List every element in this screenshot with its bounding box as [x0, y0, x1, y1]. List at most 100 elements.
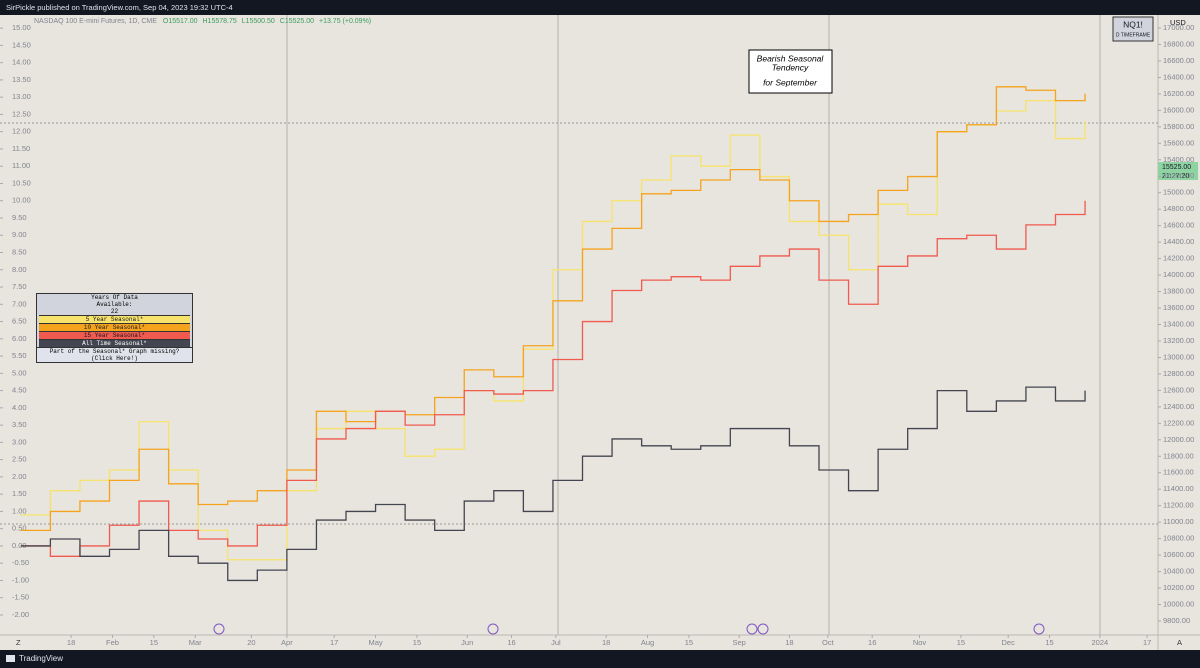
annotation: for September: [763, 77, 818, 87]
annotation: Tendency: [772, 62, 809, 72]
y-tick-label: 12.50: [12, 109, 31, 118]
corner-label: Z: [16, 638, 21, 647]
y-tick-label: -2.00: [12, 610, 29, 619]
x-tick-label: Apr: [281, 638, 293, 647]
y-tick-label: 0.00: [12, 541, 27, 550]
y2-tick-label: 14800.00: [1163, 204, 1194, 213]
y-tick-label: 12.00: [12, 127, 31, 136]
x-tick-label: 18: [67, 638, 75, 647]
symbol-line: NASDAQ 100 E-mini Futures, 1D, CME O1551…: [34, 18, 371, 25]
header-bar: [0, 0, 1200, 15]
y-tick-label: 6.00: [12, 334, 27, 343]
annotation: Bearish Seasonal: [757, 53, 825, 63]
y2-tick-label: 12000.00: [1163, 435, 1194, 444]
y2-tick-label: 11600.00: [1163, 468, 1194, 477]
y-tick-label: 7.50: [12, 282, 27, 291]
event-icons: [213, 623, 1045, 635]
y2-tick-label: 11200.00: [1163, 501, 1194, 510]
legend-entry: 10 Year Seasonal*: [39, 323, 190, 331]
x-tick-label: Mar: [189, 638, 202, 647]
y2-tick-label: 16800.00: [1163, 39, 1194, 48]
x-tick-label: 20: [247, 638, 255, 647]
series-line: [20, 200, 1086, 557]
y-tick-label: 15.00: [12, 23, 31, 32]
y-tick-label: 2.50: [12, 455, 27, 464]
y-tick-label: 13.00: [12, 92, 31, 101]
y2-tick-label: 16000.00: [1163, 105, 1194, 114]
y2-tick-label: 16600.00: [1163, 56, 1194, 65]
x-tick-label: 16: [507, 638, 515, 647]
series-line: [20, 99, 1086, 561]
y2-tick-label: 14000.00: [1163, 270, 1194, 279]
y2-tick-label: 13800.00: [1163, 287, 1194, 296]
legend-entry: All Time Seasonal*: [39, 339, 190, 347]
x-tick-label: Oct: [822, 638, 835, 647]
x-tick-label: 15: [413, 638, 421, 647]
y2-tick-label: 13000.00: [1163, 352, 1194, 361]
legend-title: Years Of Data: [91, 294, 138, 301]
corner-label: A: [1177, 638, 1182, 647]
y2-tick-label: 9800.00: [1163, 616, 1190, 625]
y-tick-label: 0.50: [12, 524, 27, 533]
logo: [6, 655, 15, 662]
publisher: SirPickle published on TradingView.com, …: [6, 3, 233, 12]
y2-tick-label: 15400.00: [1163, 155, 1194, 164]
badge: [1112, 16, 1154, 42]
y2-tick-label: 14400.00: [1163, 237, 1194, 246]
x-tick-label: 18: [602, 638, 610, 647]
x-tick-label: Nov: [913, 638, 927, 647]
y-tick-label: 10.50: [12, 178, 31, 187]
legend-entry: 15 Year Seasonal*: [39, 331, 190, 339]
event-icon: [746, 623, 758, 635]
x-tick-label: 15: [1045, 638, 1053, 647]
ohlc: O15517.00: [163, 18, 198, 25]
x-tick-label: Aug: [641, 638, 654, 647]
y2-tick-label: 15600.00: [1163, 138, 1194, 147]
last-price-box: [1158, 162, 1198, 180]
y-tick-label: 4.00: [12, 403, 27, 412]
y-tick-label: 3.50: [12, 420, 27, 429]
event-icon: [487, 623, 499, 635]
y-tick-label: 6.50: [12, 317, 27, 326]
y-tick-label: 1.50: [12, 489, 27, 498]
y2-tick-label: 11000.00: [1163, 517, 1194, 526]
legend-entry: 5 Year Seasonal*: [39, 315, 190, 323]
x-tick-label: 15: [957, 638, 965, 647]
y2-tick-label: 13600.00: [1163, 303, 1194, 312]
y2-tick-label: 12600.00: [1163, 385, 1194, 394]
y-tick-label: 11.00: [12, 161, 30, 170]
series-line: [20, 386, 1086, 582]
x-tick-label: 17: [1143, 638, 1151, 647]
y-tick-label: -1.00: [12, 575, 29, 584]
x-tick-label: 17: [330, 638, 338, 647]
y2-tick-label: 10800.00: [1163, 534, 1194, 543]
x-tick-label: May: [368, 638, 382, 647]
ohlc: C15525.00: [280, 18, 314, 25]
annotation-box: [748, 49, 833, 94]
x-tick-label: 2024: [1091, 638, 1108, 647]
y2-tick-label: 15000.00: [1163, 188, 1194, 197]
y-tick-label: 1.00: [12, 506, 27, 515]
y2-tick-label: 12400.00: [1163, 402, 1194, 411]
y-tick-label: 13.50: [12, 75, 31, 84]
y-tick-label: 8.00: [12, 265, 27, 274]
y-tick-label: 10.00: [12, 196, 31, 205]
y2-tick-label: 10600.00: [1163, 550, 1194, 559]
y2-tick-label: 12800.00: [1163, 369, 1194, 378]
brand: TradingView: [19, 654, 63, 663]
y2-tick-label: 16200.00: [1163, 89, 1194, 98]
y-tick-label: 7.00: [12, 299, 27, 308]
x-tick-label: 15: [150, 638, 158, 647]
y2-tick-label: 13200.00: [1163, 336, 1194, 345]
event-icon: [757, 623, 769, 635]
legend-table: Years Of Data Available: 22 5 Year Seaso…: [36, 293, 193, 363]
legend-footer[interactable]: Part of the Seasonal* Graph missing? (Cl…: [37, 347, 192, 362]
y2-tick-label: 11400.00: [1163, 484, 1194, 493]
y2-tick-label: 14600.00: [1163, 221, 1194, 230]
y-tick-label: 14.50: [12, 40, 31, 49]
x-tick-label: 15: [685, 638, 693, 647]
y-tick-label: 3.00: [12, 437, 27, 446]
footer-bar: [0, 650, 1200, 668]
